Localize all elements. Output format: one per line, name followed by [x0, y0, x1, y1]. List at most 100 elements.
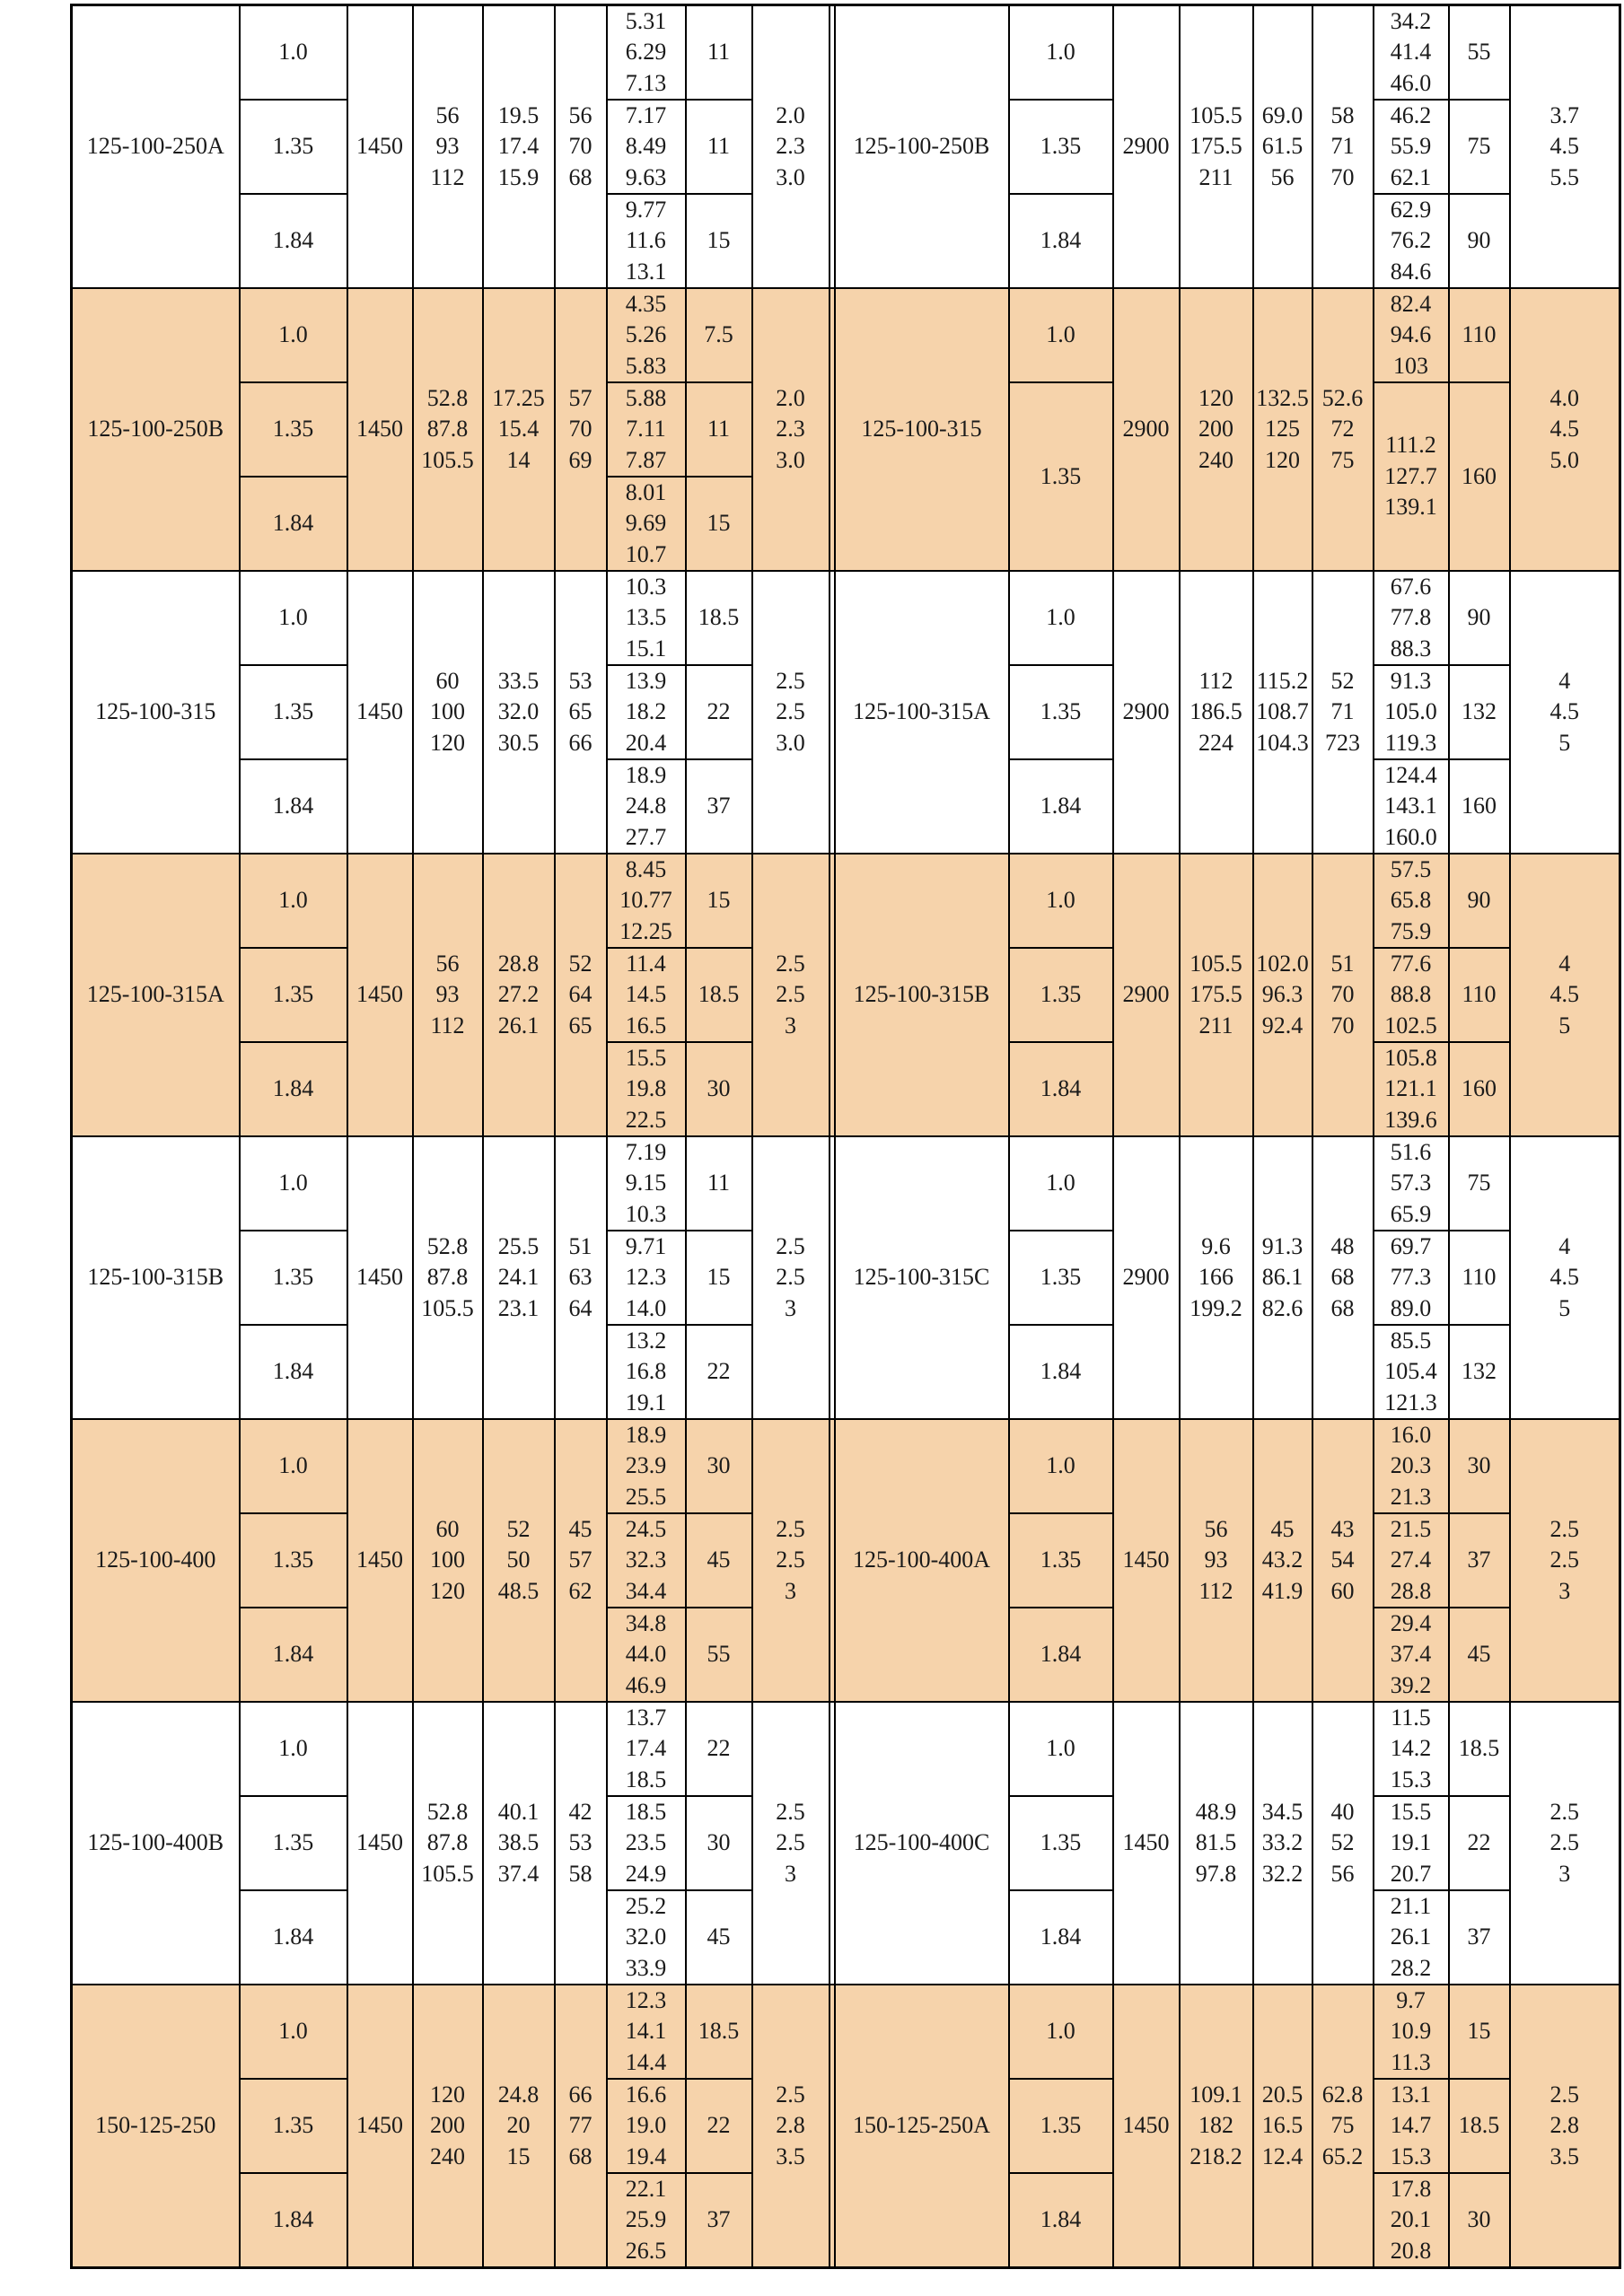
npsh-cell: 4.0 4.5 5.0	[1508, 286, 1621, 572]
power-cell: 69.7 77.3 89.0	[1372, 1229, 1450, 1326]
ratio-cell: 1.0	[1007, 1700, 1114, 1797]
head-cell: 132.5 125 120	[1251, 286, 1313, 572]
model-cell: 125-100-400A	[833, 1417, 1010, 1703]
speed-cell: 1450	[346, 286, 414, 572]
head-cell: 19.5 17.4 15.9	[481, 4, 556, 289]
efficiency-cell: 52.6 72 75	[1311, 286, 1374, 572]
motor-power-cell: 30	[684, 1040, 753, 1137]
half-divider	[828, 1417, 836, 1703]
motor-power-cell: 90	[1447, 192, 1511, 289]
power-cell: 124.4 143.1 160.0	[1372, 758, 1450, 854]
ratio-cell: 1.0	[238, 1983, 348, 2080]
power-cell: 82.4 94.6 103	[1372, 286, 1450, 383]
efficiency-cell: 66 77 68	[553, 1983, 608, 2269]
power-cell: 24.5 32.3 34.4	[605, 1512, 687, 1608]
ratio-cell: 1.35	[238, 663, 348, 760]
efficiency-cell: 62.8 75 65.2	[1311, 1983, 1374, 2269]
motor-power-cell: 75	[1447, 98, 1511, 195]
model-cell: 125-100-315B	[70, 1135, 241, 1420]
power-cell: 5.31 6.29 7.13	[605, 4, 687, 101]
efficiency-cell: 51 70 70	[1311, 852, 1374, 1137]
npsh-cell: 2.0 2.3 3.0	[751, 4, 830, 289]
half-divider	[828, 1700, 836, 1985]
efficiency-cell: 40 52 56	[1311, 1700, 1374, 1985]
speed-cell: 1450	[346, 1700, 414, 1985]
motor-power-cell: 11	[684, 4, 753, 101]
speed-cell: 1450	[1111, 1983, 1181, 2269]
speed-cell: 2900	[1111, 569, 1181, 854]
ratio-cell: 1.35	[1007, 1229, 1114, 1326]
power-cell: 13.1 14.7 15.3	[1372, 2077, 1450, 2174]
motor-power-cell: 7.5	[684, 286, 753, 383]
power-cell: 67.6 77.8 88.3	[1372, 569, 1450, 666]
speed-cell: 2900	[1111, 4, 1181, 289]
power-cell: 11.4 14.5 16.5	[605, 946, 687, 1043]
motor-power-cell: 22	[684, 1323, 753, 1420]
power-cell: 7.17 8.49 9.63	[605, 98, 687, 195]
speed-cell: 2900	[1111, 286, 1181, 572]
speed-cell: 1450	[346, 1417, 414, 1703]
motor-power-cell: 37	[1447, 1889, 1511, 1985]
motor-power-cell: 160	[1447, 758, 1511, 854]
model-cell: 125-100-315B	[833, 852, 1010, 1137]
flow-cell: 52.8 87.8 105.5	[411, 286, 484, 572]
motor-power-cell: 45	[684, 1889, 753, 1985]
ratio-cell: 1.0	[1007, 4, 1114, 101]
motor-power-cell: 15	[684, 852, 753, 949]
npsh-cell: 2.5 2.8 3.5	[1508, 1983, 1621, 2269]
half-divider	[828, 4, 836, 289]
motor-power-cell: 55	[1447, 4, 1511, 101]
speed-cell: 2900	[1111, 1135, 1181, 1420]
model-cell: 125-100-315A	[70, 852, 241, 1137]
motor-power-cell: 160	[1447, 381, 1511, 572]
speed-cell: 1450	[1111, 1700, 1181, 1985]
model-cell: 125-100-315A	[833, 569, 1010, 854]
efficiency-cell: 52 71 723	[1311, 569, 1374, 854]
ratio-cell: 1.35	[238, 1512, 348, 1608]
motor-power-cell: 22	[684, 663, 753, 760]
ratio-cell: 1.0	[1007, 569, 1114, 666]
power-cell: 13.9 18.2 20.4	[605, 663, 687, 760]
power-cell: 10.3 13.5 15.1	[605, 569, 687, 666]
npsh-cell: 2.5 2.5 3	[751, 1135, 830, 1420]
speed-cell: 1450	[346, 569, 414, 854]
efficiency-cell: 48 68 68	[1311, 1135, 1374, 1420]
efficiency-cell: 43 54 60	[1311, 1417, 1374, 1703]
power-cell: 5.88 7.11 7.87	[605, 381, 687, 478]
flow-cell: 120 200 240	[1178, 286, 1254, 572]
flow-cell: 56 93 112	[1178, 1417, 1254, 1703]
efficiency-cell: 58 71 70	[1311, 4, 1374, 289]
motor-power-cell: 132	[1447, 663, 1511, 760]
motor-power-cell: 37	[1447, 1512, 1511, 1608]
head-cell: 24.8 20 15	[481, 1983, 556, 2269]
efficiency-cell: 53 65 66	[553, 569, 608, 854]
motor-power-cell: 37	[684, 2171, 753, 2269]
model-cell: 125-100-250A	[70, 4, 241, 289]
power-cell: 15.5 19.1 20.7	[1372, 1794, 1450, 1891]
head-cell: 91.3 86.1 82.6	[1251, 1135, 1313, 1420]
ratio-cell: 1.35	[1007, 2077, 1114, 2174]
flow-cell: 112 186.5 224	[1178, 569, 1254, 854]
power-cell: 18.5 23.5 24.9	[605, 1794, 687, 1891]
head-cell: 45 43.2 41.9	[1251, 1417, 1313, 1703]
npsh-cell: 2.5 2.5 3	[751, 1700, 830, 1985]
pump-spec-table: 125-100-250A 1.0 1450 56 93 112 19.5 17.4 15…	[70, 4, 1621, 2269]
speed-cell: 1450	[346, 852, 414, 1137]
speed-cell: 1450	[346, 1983, 414, 2269]
model-cell: 125-100-250B	[70, 286, 241, 572]
ratio-cell: 1.35	[238, 946, 348, 1043]
ratio-cell: 1.0	[1007, 1417, 1114, 1514]
npsh-cell: 2.5 2.5 3.0	[751, 569, 830, 854]
head-cell: 17.25 15.4 14	[481, 286, 556, 572]
power-cell: 91.3 105.0 119.3	[1372, 663, 1450, 760]
motor-power-cell: 30	[1447, 2171, 1511, 2269]
power-cell: 17.8 20.1 20.8	[1372, 2171, 1450, 2269]
ratio-cell: 1.0	[238, 4, 348, 101]
power-cell: 4.35 5.26 5.83	[605, 286, 687, 383]
power-cell: 9.71 12.3 14.0	[605, 1229, 687, 1326]
head-cell: 52 50 48.5	[481, 1417, 556, 1703]
head-cell: 28.8 27.2 26.1	[481, 852, 556, 1137]
model-cell: 125-100-315	[833, 286, 1010, 572]
power-cell: 7.19 9.15 10.3	[605, 1135, 687, 1231]
flow-cell: 48.9 81.5 97.8	[1178, 1700, 1254, 1985]
